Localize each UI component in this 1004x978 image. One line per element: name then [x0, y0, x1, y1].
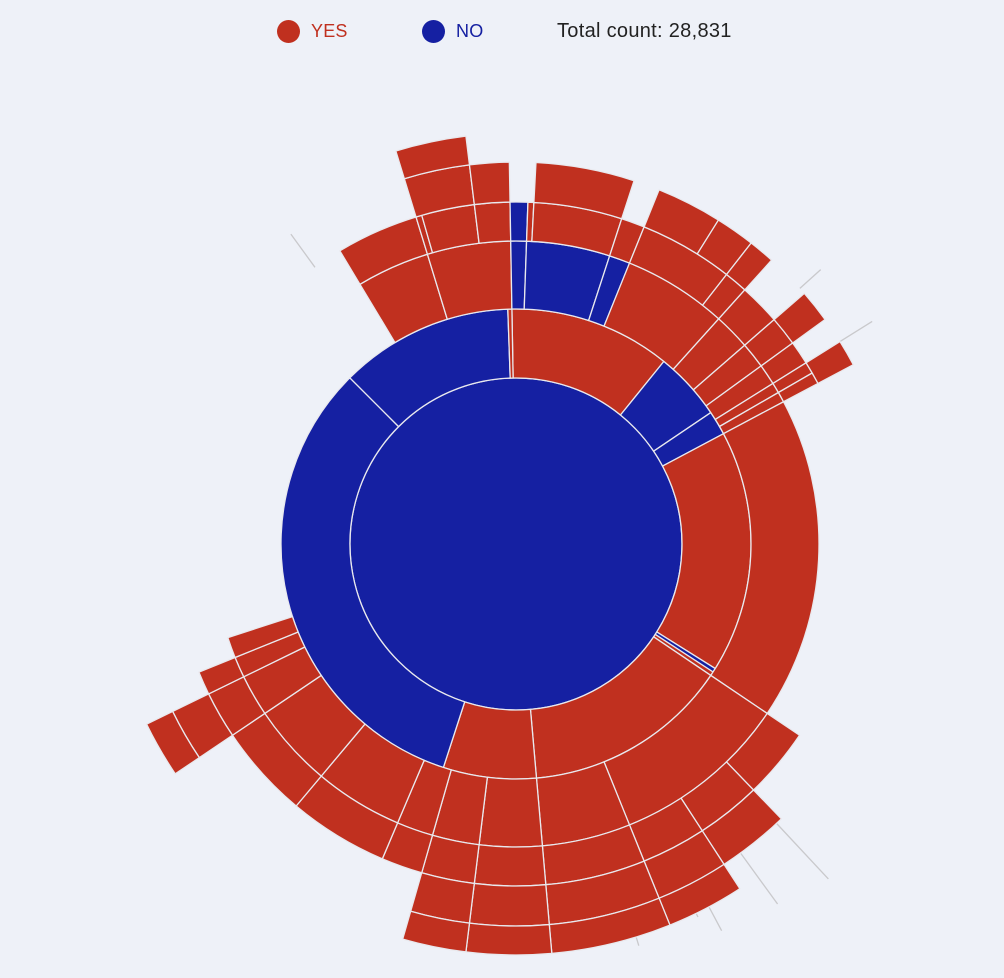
sunburst-segment-l6-5-yes[interactable] [402, 910, 471, 953]
sunburst-segment-l3-15-yes[interactable] [478, 776, 544, 848]
ring-level-3 [227, 240, 820, 848]
sunburst-segment-l1-1-no[interactable] [349, 377, 683, 711]
yes-color-dot-icon [277, 19, 300, 43]
ring-level-1 [349, 377, 683, 711]
sunburst-segment-l4-4-yes[interactable] [473, 201, 512, 244]
leader-line-4 [740, 852, 779, 905]
legend-item-no[interactable]: NO [422, 16, 483, 46]
sunburst-segment-l4-26-yes[interactable] [198, 656, 245, 695]
sunburst-segment-l5-12-yes[interactable] [468, 882, 550, 927]
ring-level-5 [172, 161, 854, 927]
no-color-dot-icon [422, 19, 445, 43]
sunburst-segment-l3-22-yes[interactable] [227, 615, 299, 659]
leader-line-8 [799, 269, 822, 289]
leader-line-3 [776, 822, 829, 880]
sunburst-segment-l5-7-yes[interactable] [773, 292, 826, 344]
total-count-label: Total count: 28,831 [557, 19, 732, 42]
leader-line-6 [290, 233, 316, 268]
legend-label-yes: YES [311, 20, 348, 41]
sunburst-segment-l6-6-yes[interactable] [145, 710, 200, 775]
sunburst-segment-l4-20-yes[interactable] [473, 844, 547, 887]
legend-item-yes[interactable]: YES [277, 16, 348, 46]
sunburst-segment-l6-1-yes[interactable] [395, 135, 471, 180]
leader-line-9 [839, 320, 873, 343]
sunburst-segment-l6-4-yes[interactable] [465, 922, 553, 956]
chart-legend: YES NO Total count: 28,831 [0, 16, 1004, 46]
sunburst-segment-l5-8-yes[interactable] [805, 340, 854, 385]
sunburst-segment-l5-6-yes[interactable] [725, 242, 773, 291]
sunburst-segment-l5-3-yes[interactable] [533, 161, 635, 220]
legend-label-no: NO [456, 20, 484, 41]
ring-level-2 [280, 308, 752, 780]
sunburst-segment-l5-2-yes[interactable] [468, 161, 511, 206]
sunburst-segment-l4-5-no[interactable] [509, 201, 529, 242]
ring-level-6 [145, 135, 741, 956]
ring-level-4 [198, 201, 819, 887]
